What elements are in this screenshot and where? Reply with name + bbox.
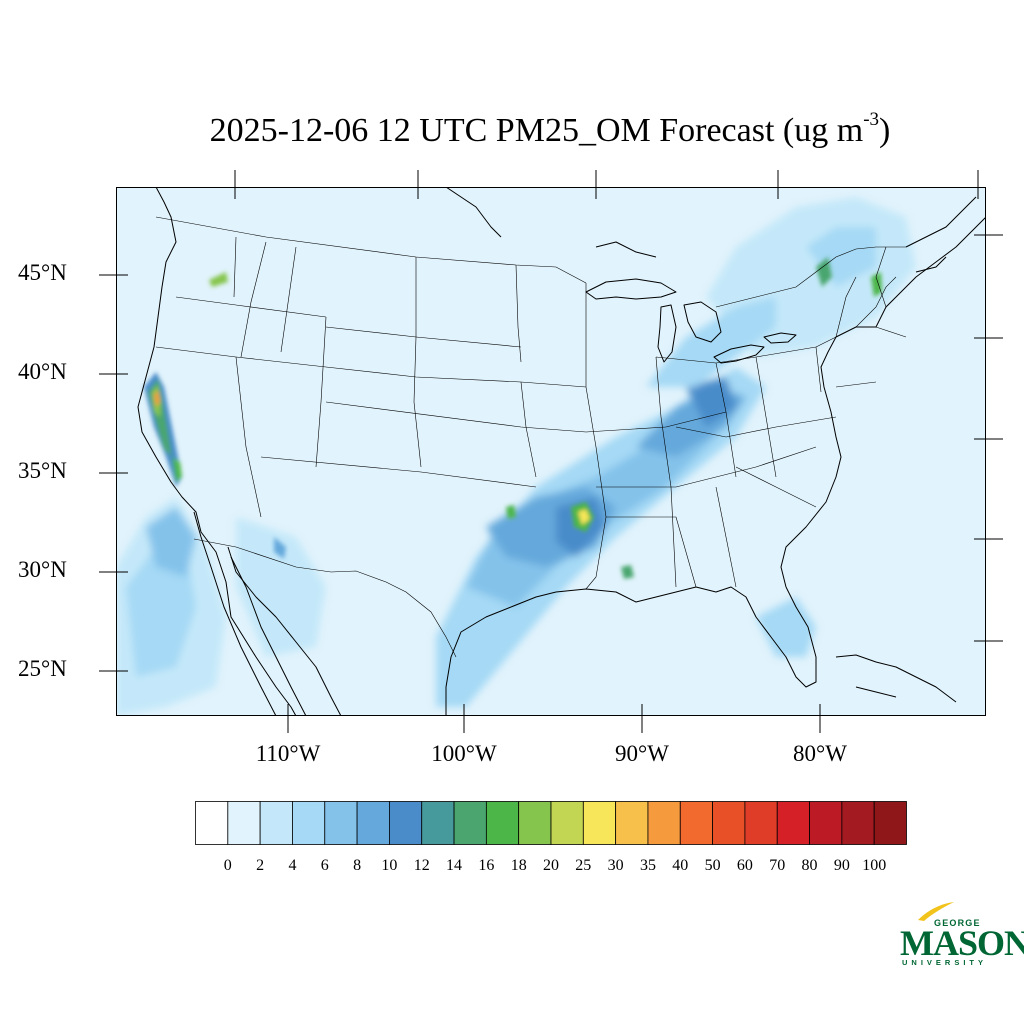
- colorbar-swatch-9: [485, 801, 520, 845]
- colorbar-swatch-10: [518, 801, 552, 845]
- logo-swoosh-icon: [918, 902, 954, 921]
- colorbar-swatch-1: [227, 801, 261, 845]
- forecast-map: [116, 187, 986, 716]
- logo-university: UNIVERSITY: [902, 958, 988, 967]
- map-border: [116, 187, 986, 716]
- colorbar-swatch-16: [712, 801, 746, 845]
- map-ticks: [116, 187, 986, 716]
- lat-label-40n: 40°N: [18, 359, 67, 384]
- colorbar-swatch-13: [615, 801, 649, 845]
- colorbar-swatch-7: [421, 801, 455, 845]
- lat-label-30n: 30°N: [18, 557, 67, 582]
- lake-huron: [683, 301, 722, 343]
- colorbar-swatch-12: [582, 801, 617, 845]
- colorbar-label: 6: [320, 857, 329, 874]
- colorbar-label: 30: [607, 857, 624, 874]
- logo-george: GEORGE: [934, 918, 981, 928]
- colorbar-swatch-5: [356, 801, 390, 845]
- colorbar-swatch-2: [259, 801, 293, 845]
- lake-ontario: [763, 332, 797, 344]
- colorbar: [195, 801, 907, 845]
- colorbar-swatch-19: [809, 801, 843, 845]
- colorbar-label: 4: [288, 857, 297, 874]
- colorbar-label: 70: [769, 857, 786, 874]
- colorbar-swatch-11: [550, 801, 584, 845]
- colorbar-swatch-6: [389, 801, 423, 845]
- lon-label-80w: 80°W: [793, 741, 847, 766]
- coastlines: [137, 187, 986, 716]
- colorbar-swatch-17: [744, 801, 778, 845]
- colorbar-label: 10: [381, 857, 398, 874]
- colorbar-swatch-18: [776, 801, 810, 845]
- gmu-logo: GEORGE MASON UNIVERSITY: [896, 900, 1024, 970]
- logo-mason: MASON: [900, 923, 1024, 963]
- colorbar-swatch-14: [647, 801, 681, 845]
- lat-label-25n: 25°N: [18, 656, 67, 681]
- colorbar-label: 90: [833, 857, 850, 874]
- colorbar-label: 50: [704, 857, 721, 874]
- colorbar-label: 16: [478, 857, 495, 874]
- colorbar-label: 8: [353, 857, 362, 874]
- lon-label-110w: 110°W: [255, 741, 321, 766]
- colorbar-label: 100: [862, 857, 887, 874]
- political-boundaries: [155, 216, 907, 658]
- map-title: 2025-12-06 12 UTC PM25_OM Forecast (ug m…: [209, 109, 891, 149]
- hotspots: [144, 257, 882, 579]
- lat-label-35n: 35°N: [18, 458, 67, 483]
- colorbar-label: 18: [510, 857, 527, 874]
- colorbar-label: 60: [736, 857, 753, 874]
- colorbar-label: 2: [256, 857, 265, 874]
- colorbar-swatch-3: [292, 801, 326, 845]
- colorbar-label: 25: [575, 857, 592, 874]
- colorbar-swatch-21: [873, 801, 907, 845]
- colorbar-swatch-15: [679, 801, 713, 845]
- colorbar-label: 80: [801, 857, 818, 874]
- lat-label-45n: 45°N: [18, 260, 67, 285]
- colorbar-label: 35: [640, 857, 656, 874]
- colorbar-swatch-20: [841, 801, 875, 845]
- colorbar-label: 14: [446, 857, 462, 874]
- lake-superior: [585, 278, 677, 300]
- colorbar-label: 40: [672, 857, 689, 874]
- lon-label-100w: 100°W: [431, 741, 497, 766]
- lake-erie: [713, 344, 765, 364]
- colorbar-label: 0: [223, 857, 232, 874]
- lon-label-90w: 90°W: [615, 741, 669, 766]
- lake-michigan: [657, 304, 677, 363]
- colorbar-swatch-4: [324, 801, 358, 845]
- colorbar-swatch-8: [453, 801, 487, 845]
- colorbar-swatch-0: [195, 801, 229, 845]
- colorbar-label: 20: [543, 857, 559, 874]
- colorbar-label: 12: [413, 857, 430, 874]
